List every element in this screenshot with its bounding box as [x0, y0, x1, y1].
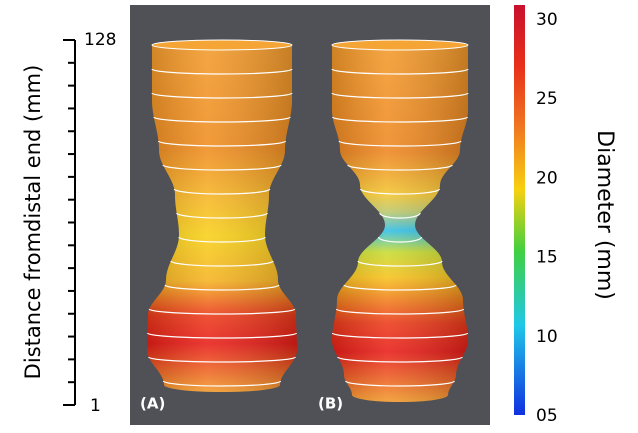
contour-ring	[162, 380, 282, 387]
contour-ring	[347, 164, 453, 171]
colorbar	[514, 5, 525, 415]
colorbar-tick-label: 25	[536, 89, 558, 109]
contour-ring	[178, 236, 266, 243]
contour-ring	[377, 236, 423, 243]
panel-label: (B)	[318, 395, 343, 413]
contour-ring	[151, 68, 293, 75]
axis-top-label: 128	[84, 30, 116, 50]
contour-ring	[151, 92, 293, 99]
contour-ring	[148, 356, 296, 363]
axis-title: Distance fromdistal end (mm)	[21, 65, 45, 380]
contour-ring	[379, 212, 421, 219]
contour-ring	[157, 140, 287, 147]
contour-ring	[148, 308, 296, 315]
contour-ring	[153, 116, 291, 123]
contour-ring	[335, 308, 465, 315]
contour-ring	[162, 164, 282, 171]
axis-bottom-label: 1	[90, 396, 101, 416]
contour-ring	[173, 188, 271, 195]
contour-ring	[331, 68, 469, 75]
contour-ring	[170, 260, 274, 267]
contour-ring	[176, 212, 268, 219]
colorbar-tick-label: 05	[536, 406, 558, 426]
contour-ring	[345, 380, 455, 387]
colorbar-title: Diameter (mm)	[592, 130, 617, 300]
contour-ring	[164, 284, 280, 291]
vessel-top	[331, 39, 469, 51]
contour-ring	[331, 116, 469, 123]
colorbar-tick-label: 20	[536, 168, 558, 188]
contour-ring	[357, 260, 443, 267]
colorbar-tick-label: 10	[536, 327, 558, 347]
contour-ring	[338, 140, 462, 147]
contour-ring	[331, 332, 469, 339]
contour-ring	[343, 284, 457, 291]
panel-label: (A)	[140, 395, 165, 413]
contour-ring	[146, 332, 298, 339]
contour-ring	[337, 356, 463, 363]
vessel-top	[151, 39, 293, 51]
colorbar-tick-label: 30	[536, 10, 558, 30]
contour-ring	[360, 188, 440, 195]
colorbar-tick-label: 15	[536, 248, 558, 268]
contour-ring	[331, 92, 469, 99]
